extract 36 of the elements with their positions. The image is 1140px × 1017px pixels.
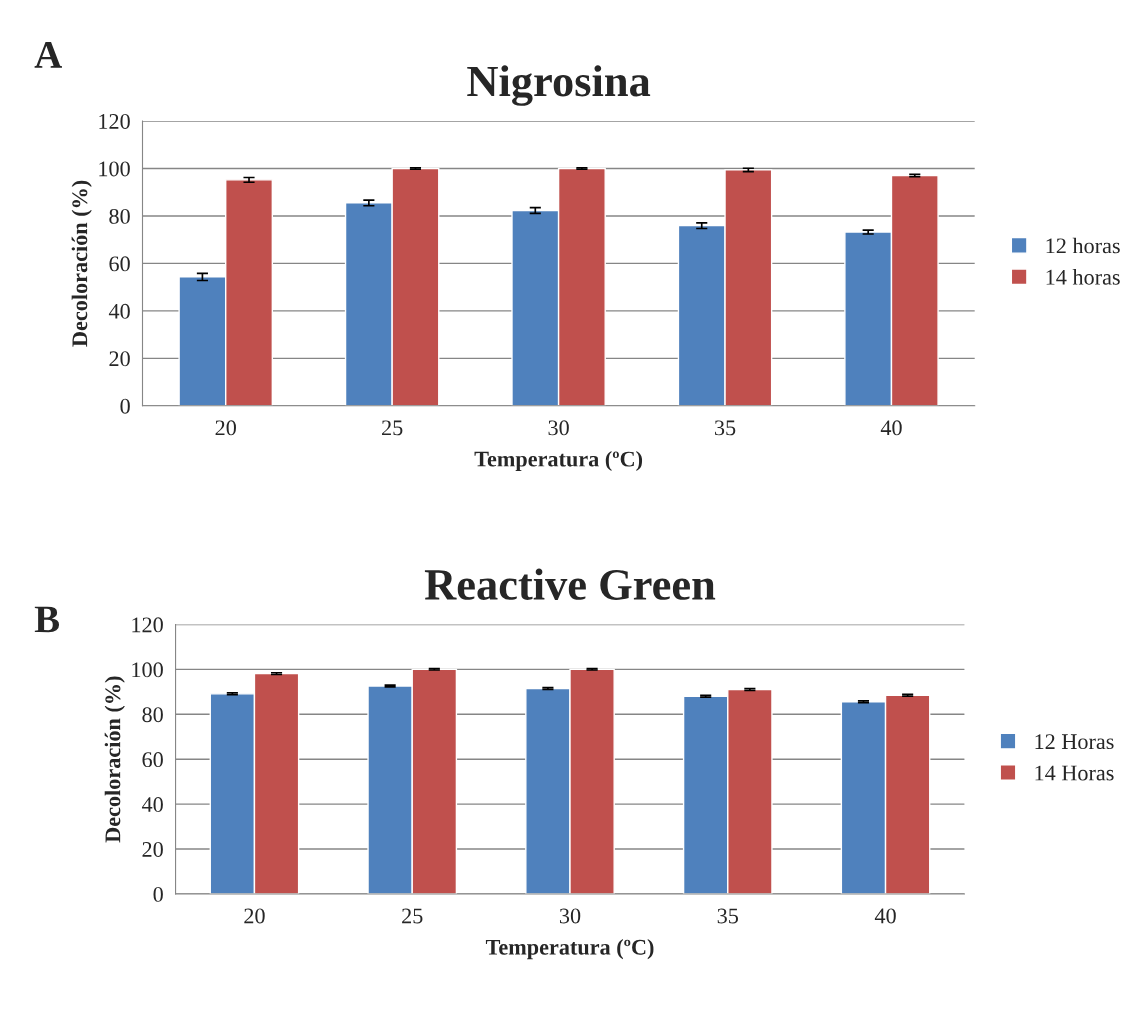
- y-tick-label: 100: [132, 662, 163, 678]
- x-tick-label: 25: [402, 908, 423, 924]
- y-tick-label: 20: [142, 841, 163, 857]
- x-axis-title: Temperatura (ºC): [485, 939, 654, 960]
- y-axis-title: Decoloración (%): [104, 676, 125, 843]
- legend-label: 14 horas: [1046, 269, 1120, 285]
- y-tick-label: 60: [142, 752, 163, 768]
- y-tick-label: 0: [120, 398, 130, 414]
- chart-title: Nigrosina: [467, 65, 651, 106]
- chart-title: Reactive Green: [424, 568, 716, 600]
- x-tick-label: 30: [548, 420, 569, 436]
- y-tick-label: 0: [153, 886, 163, 902]
- x-tick-label: 35: [717, 908, 739, 924]
- text: B: [34, 606, 60, 633]
- x-tick-label: 20: [215, 420, 236, 436]
- y-tick-label: 40: [108, 303, 130, 319]
- x-axis-title: Temperatura (ºC): [474, 450, 643, 472]
- x-tick-label: 20: [244, 908, 265, 924]
- y-tick-label: 80: [109, 208, 130, 224]
- y-tick-label: 20: [109, 351, 130, 367]
- y-tick-label: 120: [99, 113, 130, 129]
- y-tick-label: 80: [142, 707, 163, 723]
- y-tick-label: 40: [141, 797, 163, 813]
- x-tick-label: 25: [382, 420, 403, 436]
- y-tick-label: 60: [109, 256, 130, 272]
- legend-label: 12 horas: [1046, 237, 1120, 254]
- text: A: [34, 41, 62, 68]
- y-tick-label: 100: [99, 161, 130, 177]
- x-tick-label: 40: [874, 908, 896, 924]
- x-tick-label: 35: [714, 420, 736, 436]
- legend-label: 12 Horas: [1035, 734, 1114, 750]
- y-axis-title: Decoloración (%): [71, 180, 92, 347]
- y-tick-label: 120: [132, 617, 163, 633]
- x-tick-label: 30: [559, 908, 581, 924]
- legend-label: 14 Horas: [1035, 765, 1114, 781]
- x-tick-label: 40: [880, 420, 902, 436]
